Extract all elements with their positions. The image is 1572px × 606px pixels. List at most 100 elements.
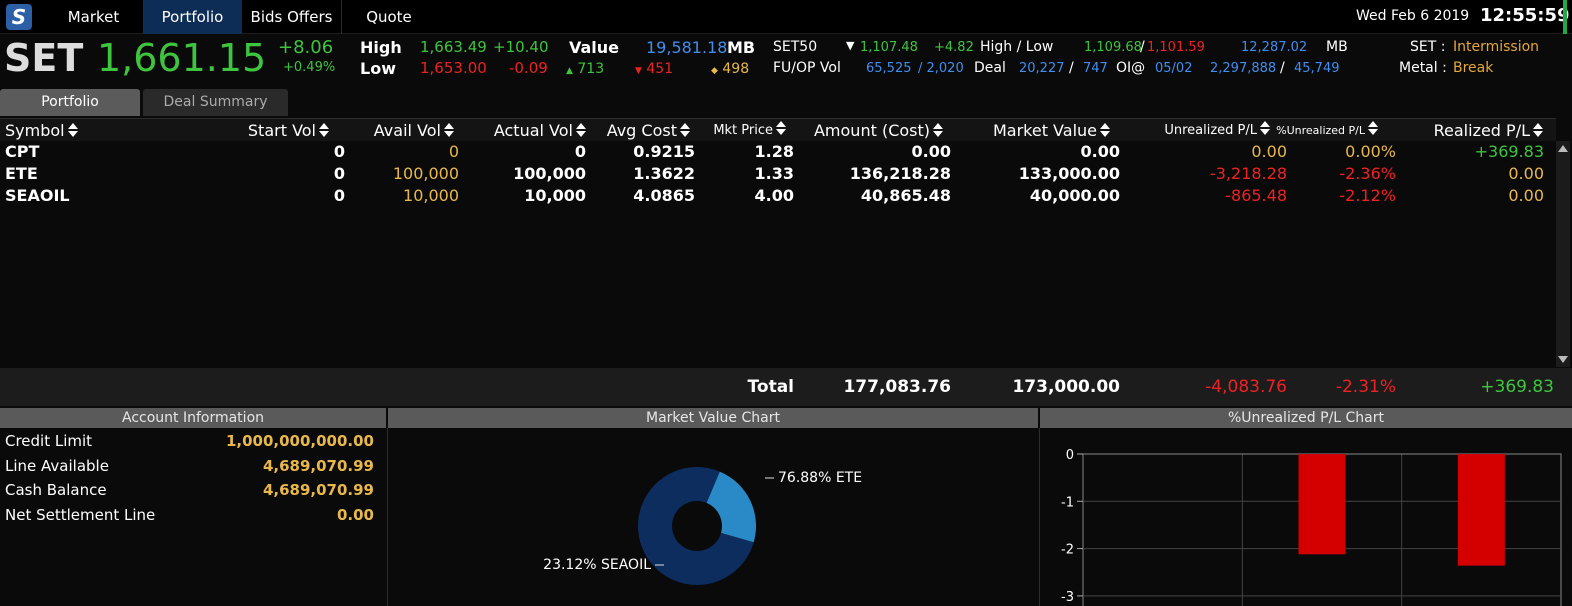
- col-mkt-price[interactable]: Mkt Price: [713, 119, 786, 142]
- cell-realized-pl: 0.00: [1508, 164, 1544, 183]
- fuop-label: FU/OP Vol: [773, 60, 841, 76]
- sort-icon: [67, 123, 78, 137]
- account-value: 0.00: [336, 505, 374, 524]
- index-value: 1,661.15: [97, 36, 267, 80]
- col-unrealized-pl[interactable]: Unrealized P/L: [1164, 119, 1270, 142]
- cell-avail-vol: 100,000: [392, 164, 459, 183]
- cell-amount-cost: 0.00: [911, 142, 951, 161]
- deal-count-1: 20,227: [1019, 61, 1065, 76]
- account-value: 1,000,000,000.00: [225, 432, 374, 450]
- scroll-up-icon[interactable]: [1558, 145, 1568, 152]
- tab-deal-summary[interactable]: Deal Summary: [143, 89, 288, 116]
- cell-market-value: 0.00: [1080, 142, 1120, 161]
- fu-volume: 65,525: [866, 61, 912, 76]
- bar-ete[interactable]: [1298, 454, 1346, 555]
- sort-icon: [1260, 121, 1270, 135]
- col-actual-vol[interactable]: Actual Vol: [494, 119, 586, 142]
- nav-tab-bids-offers[interactable]: Bids Offers: [242, 0, 342, 34]
- total-amount-cost: 177,083.76: [843, 377, 951, 397]
- date-display: Wed Feb 6 2019: [1356, 8, 1470, 24]
- account-label: Cash Balance: [5, 481, 107, 499]
- cell-market-value: 40,000.00: [1029, 186, 1120, 205]
- cell-start-vol: 0: [333, 142, 345, 161]
- donut-slice-ete[interactable]: [638, 467, 754, 585]
- col-pct-unrealized-pl[interactable]: %Unrealized P/L: [1276, 119, 1378, 142]
- unrealized-pl-bar-chart: 0 -1 -2 -3: [1061, 448, 1562, 606]
- cell-amount-cost: 40,865.48: [860, 186, 951, 205]
- col-realized-pl[interactable]: Realized P/L: [1434, 119, 1543, 142]
- top-nav: S Market Portfolio Bids Offers Quote Wed…: [0, 0, 1572, 34]
- col-avg-cost[interactable]: Avg Cost: [607, 119, 690, 142]
- nav-tab-market[interactable]: Market: [44, 0, 144, 34]
- cell-symbol: SEAOIL: [5, 186, 70, 205]
- y-tick-label: -3: [1061, 590, 1074, 605]
- nav-tab-portfolio[interactable]: Portfolio: [144, 0, 242, 34]
- cell-mkt-price: 1.33: [754, 164, 794, 183]
- cell-market-value: 133,000.00: [1018, 164, 1120, 183]
- total-label: Total: [747, 377, 794, 397]
- table-scrollbar[interactable]: [1556, 141, 1570, 367]
- market-value-chart-header: Market Value Chart: [388, 408, 1038, 428]
- cell-avg-cost: 1.3622: [633, 164, 695, 183]
- total-realized-pl: +369.83: [1480, 377, 1554, 397]
- cell-start-vol: 0: [333, 186, 345, 205]
- set50-hl-label: High / Low: [980, 39, 1054, 55]
- set50-dropdown-icon[interactable]: ▼: [846, 39, 855, 52]
- low-change: -0.09: [509, 59, 548, 77]
- cell-symbol: CPT: [5, 142, 40, 161]
- sort-icon: [933, 123, 943, 137]
- market-value-donut-chart: 76.88% ETE 23.12% SEAOIL: [543, 467, 862, 585]
- col-start-vol[interactable]: Start Vol: [248, 119, 329, 142]
- metal-status-value: Break: [1453, 60, 1494, 76]
- advance-count: ▲ 713: [566, 61, 605, 77]
- set50-label: SET50: [773, 39, 818, 55]
- col-avail-vol[interactable]: Avail Vol: [374, 119, 454, 142]
- panel-divider: [387, 428, 388, 606]
- cell-mkt-price: 1.28: [754, 142, 794, 161]
- cell-symbol: ETE: [5, 164, 38, 183]
- op-volume: / 2,020: [918, 61, 964, 76]
- col-symbol[interactable]: Symbol: [5, 119, 78, 142]
- sort-icon: [1533, 123, 1543, 137]
- sort-icon: [576, 123, 586, 137]
- cell-amount-cost: 136,218.28: [849, 164, 951, 183]
- cell-avail-vol: 0: [448, 142, 459, 161]
- account-label: Credit Limit: [5, 432, 93, 450]
- unchanged-count: ◆ 498: [711, 61, 750, 77]
- cell-avg-cost: 0.9215: [633, 142, 695, 161]
- cell-pct-unrealized-pl: -2.12%: [1339, 186, 1396, 205]
- bar-seaoil[interactable]: [1457, 454, 1505, 566]
- unchanged-icon: ◆: [711, 66, 718, 76]
- clock-display: 12:55:59: [1480, 5, 1570, 26]
- col-market-value[interactable]: Market Value: [993, 119, 1110, 142]
- cell-realized-pl: +369.83: [1474, 142, 1544, 161]
- oi-label: OI@: [1116, 60, 1146, 76]
- account-info-header: Account Information: [0, 408, 386, 428]
- donut-slice-seaoil[interactable]: [706, 471, 756, 543]
- nav-tab-quote[interactable]: Quote: [366, 8, 412, 26]
- tab-portfolio[interactable]: Portfolio: [0, 89, 140, 116]
- value-unit: MB: [727, 38, 756, 57]
- col-amount-cost[interactable]: Amount (Cost): [814, 119, 943, 142]
- high-value: 1,663.49: [420, 38, 487, 56]
- scroll-down-icon[interactable]: [1558, 356, 1568, 363]
- high-label: High: [360, 38, 402, 57]
- set50-value: 1,107.48: [860, 40, 918, 55]
- sort-icon: [319, 123, 329, 137]
- account-label: Line Available: [5, 456, 109, 475]
- oi-slash: /: [1280, 60, 1285, 76]
- y-tick-label: 0: [1066, 448, 1074, 463]
- cell-pct-unrealized-pl: 0.00%: [1345, 142, 1396, 161]
- account-value: 4,689,070.99: [262, 456, 374, 475]
- decline-count: ▼ 451: [635, 61, 674, 77]
- index-change-pct: +0.49%: [283, 60, 336, 75]
- total-market-value: 173,000.00: [1012, 377, 1120, 397]
- cell-unrealized-pl: 0.00: [1251, 142, 1287, 161]
- app-logo-icon[interactable]: S: [6, 4, 32, 30]
- oi-date: 05/02: [1155, 61, 1193, 76]
- account-value: 4,689,070.99: [262, 481, 374, 499]
- account-label: Net Settlement Line: [5, 505, 156, 524]
- cell-start-vol: 0: [333, 164, 345, 183]
- metal-status-label: Metal :: [1399, 60, 1447, 76]
- portfolio-table-header: Symbol Start Vol Avail Vol Actual Vol Av…: [0, 118, 1556, 141]
